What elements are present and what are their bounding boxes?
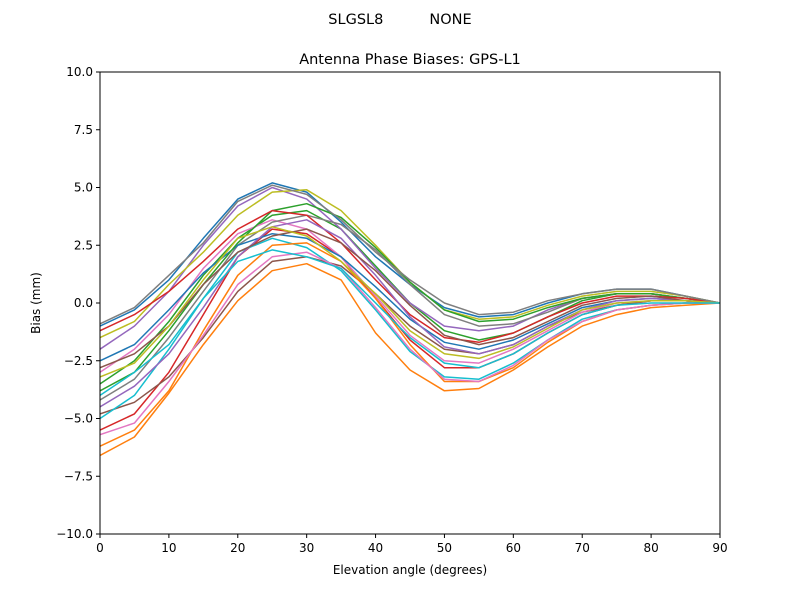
series-line-18 xyxy=(100,184,720,325)
series-line-17 xyxy=(100,251,720,436)
y-tick-label: −10.0 xyxy=(56,527,93,541)
y-tick-label: −5.0 xyxy=(64,412,93,426)
y-tick-label: 5.0 xyxy=(74,181,93,195)
series-line-20 xyxy=(100,249,720,397)
x-tick-label: 50 xyxy=(437,541,452,555)
y-axis: −10.0 −7.5 −5.0 −2.5 0.0 2.5 5.0 7.5 10.0 xyxy=(56,65,100,541)
x-tick-label: 60 xyxy=(506,541,521,555)
chart-title: Antenna Phase Biases: GPS-L1 xyxy=(299,52,521,68)
series-line-15 xyxy=(100,219,720,408)
series-line-12 xyxy=(100,242,720,447)
x-axis: 0 10 20 30 40 50 60 70 80 90 xyxy=(96,534,728,555)
y-tick-label: 0.0 xyxy=(74,296,93,310)
series-line-8 xyxy=(100,214,720,401)
x-tick-label: 30 xyxy=(299,541,314,555)
series-line-14 xyxy=(100,209,720,344)
series-line-2 xyxy=(100,262,720,457)
chart-suptitle: SLGSL8 NONE xyxy=(328,12,471,28)
y-tick-label: 2.5 xyxy=(74,238,93,252)
x-tick-label: 10 xyxy=(161,541,176,555)
x-axis-label: Elevation angle (degrees) xyxy=(333,563,487,577)
x-tick-label: 90 xyxy=(712,541,727,555)
y-tick-label: −7.5 xyxy=(64,469,93,483)
x-tick-label: 40 xyxy=(368,541,383,555)
x-tick-label: 70 xyxy=(575,541,590,555)
series-line-19 xyxy=(100,226,720,378)
series-line-10 xyxy=(100,237,720,420)
x-tick-label: 80 xyxy=(643,541,658,555)
series-line-5 xyxy=(100,186,720,350)
x-tick-label: 0 xyxy=(96,541,104,555)
y-axis-label: Bias (mm) xyxy=(29,272,43,334)
x-tick-label: 20 xyxy=(230,541,245,555)
y-tick-label: 7.5 xyxy=(74,123,93,137)
series-line-16 xyxy=(100,228,720,369)
series-lines xyxy=(100,182,720,457)
y-tick-label: 10.0 xyxy=(66,65,93,79)
y-tick-label: −2.5 xyxy=(64,354,93,368)
